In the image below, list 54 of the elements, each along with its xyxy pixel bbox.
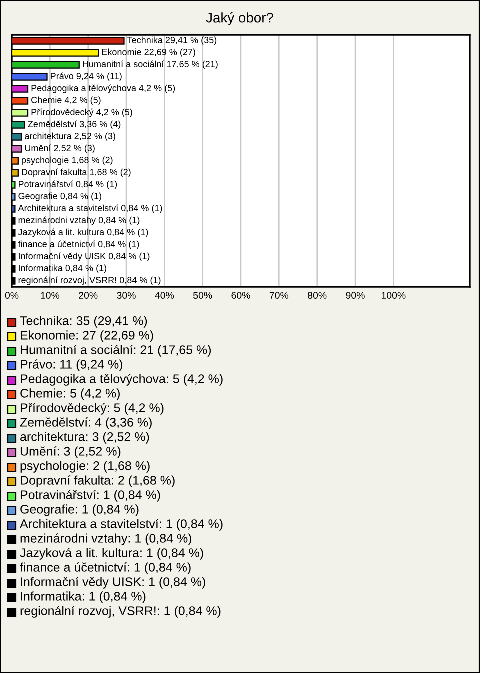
text: Architektura a stavitelství: 1 (0,84 %) xyxy=(20,519,223,531)
data-label: Architektura a stavitelství 0,84 % (1) xyxy=(18,204,162,214)
text: Jazyková a lit. kultura: 1 (0,84 %) xyxy=(20,548,204,560)
data-label: regionální rozvoj, VSRR! 0,84 % (1) xyxy=(18,276,161,286)
text: Právo: 11 (9,24 %) xyxy=(21,360,123,372)
text: Technika: 35 (29,41 %) xyxy=(20,316,148,328)
x-tick-label: 80% xyxy=(308,292,327,299)
x-tick-label: 20% xyxy=(79,292,98,299)
data-label: Jazyková a lit. kultura 0,84 % (1) xyxy=(18,228,148,238)
data-label: Právo 9,24 % (11) xyxy=(51,72,122,82)
x-tick-label: 10% xyxy=(41,292,60,299)
text: Geografie: 1 (0,84 %) xyxy=(20,504,139,516)
text: Pedagogika a tělovýchova: 5 (4,2 %) xyxy=(21,374,223,386)
data-label: Informační vědy UISK 0,84 % (1) xyxy=(19,252,150,262)
text: Zemědělství: 4 (3,36 %) xyxy=(20,418,152,430)
text: mezinárodni vztahy: 1 (0,84 %) xyxy=(20,534,192,546)
data-label: mezinárodni vztahy 0,84 % (1) xyxy=(18,216,140,226)
data-label: Geografie 0,84 % (1) xyxy=(18,192,102,202)
data-label: Ekonomie 22,69 % (27) xyxy=(102,48,196,58)
data-label: Chemie 4,2 % (5) xyxy=(32,96,101,106)
x-tick-label: 50% xyxy=(193,292,212,299)
data-label: Informatika 0,84 % (1) xyxy=(19,264,107,274)
text: finance a účetnictví: 1 (0,84 %) xyxy=(20,562,191,574)
text: psychologie: 2 (1,68 %) xyxy=(20,461,150,473)
chart-title: Jaký obor? xyxy=(206,12,274,26)
x-tick-label: 60% xyxy=(232,292,250,299)
data-label: Umění 2,52 % (3) xyxy=(25,144,95,154)
data-label: psychologie 1,68 % (2) xyxy=(22,156,113,166)
data-label: Dopravní fakulta 1,68 % (2) xyxy=(22,168,131,178)
data-label: finance a účetnictví 0,84 % (1) xyxy=(18,240,140,250)
text: Informační vědy UISK: 1 (0,84 %) xyxy=(21,577,206,589)
data-label: Zemědělství 3,36 % (4) xyxy=(28,120,121,130)
text: Potravinářství: 1 (0,84 %) xyxy=(21,490,160,502)
x-tick-label: 40% xyxy=(155,292,174,299)
x-tick-label: 0% xyxy=(5,292,19,299)
x-tick-label: 30% xyxy=(117,292,136,299)
data-label: Přírodovědecký 4,2 % (5) xyxy=(32,108,132,118)
data-label: Technika 29,41 % (35) xyxy=(128,36,217,46)
x-tick-label: 70% xyxy=(270,292,289,299)
x-tick-label: 100% xyxy=(382,292,406,299)
text: architektura: 3 (2,52 %) xyxy=(20,432,150,444)
text: Umění: 3 (2,52 %) xyxy=(20,446,121,458)
data-label: architektura 2,52 % (3) xyxy=(25,132,116,142)
data-label: Pedagogika a tělovýchova 4,2 % (5) xyxy=(32,84,176,94)
text: Dopravní fakulta: 2 (1,68 %) xyxy=(21,476,175,488)
data-label: Potravinářství 0,84 % (1) xyxy=(19,180,118,190)
data-label: Humanitní a sociální 17,65 % (21) xyxy=(83,60,218,70)
text: regionální rozvoj, VSRR!: 1 (0,84 %) xyxy=(20,606,221,618)
text: Humanitní a sociální: 21 (17,65 %) xyxy=(21,345,211,357)
text: Přírodovědecký: 5 (4,2 %) xyxy=(21,403,164,415)
text: Chemie: 5 (4,2 %) xyxy=(20,388,120,400)
x-tick-label: 90% xyxy=(346,292,365,299)
text: Ekonomie: 27 (22,69 %) xyxy=(21,330,154,342)
text: Informatika: 1 (0,84 %) xyxy=(21,592,146,604)
